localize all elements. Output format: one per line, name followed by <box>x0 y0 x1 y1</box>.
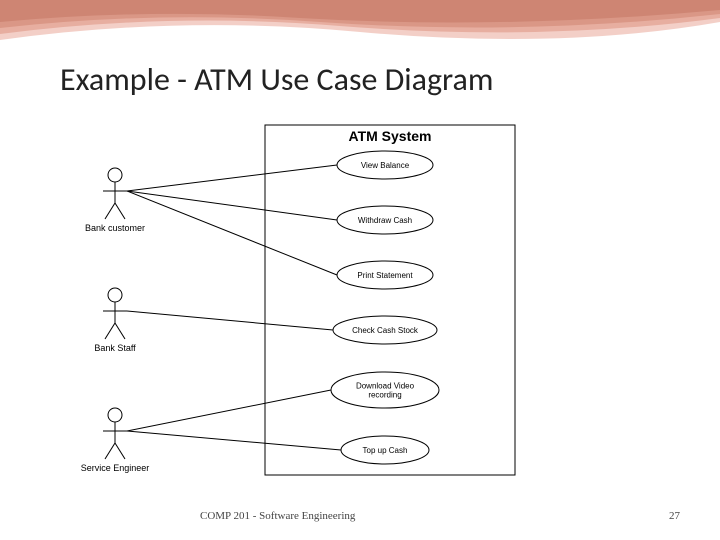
svg-text:ATM System: ATM System <box>349 128 432 144</box>
svg-text:View Balance: View Balance <box>361 161 410 170</box>
assoc-customer-print <box>127 191 337 275</box>
use-case-diagram: ATM System Bank customer Bank Staff Service… <box>80 115 540 485</box>
actor-customer: Bank customer <box>85 168 145 233</box>
usecase-check: Check Cash Stock <box>333 316 437 344</box>
assoc-customer-withdraw <box>127 191 337 220</box>
svg-text:Print Statement: Print Statement <box>357 271 413 280</box>
usecase-download: Download Videorecording <box>331 372 439 408</box>
footer-course: COMP 201 - Software Engineering <box>200 510 355 522</box>
usecase-print: Print Statement <box>337 261 433 289</box>
svg-text:Bank Staff: Bank Staff <box>94 343 136 353</box>
svg-text:Top up Cash: Top up Cash <box>363 446 408 455</box>
svg-text:Bank customer: Bank customer <box>85 223 145 233</box>
assoc-engineer-download <box>127 390 331 431</box>
assoc-engineer-topup <box>127 431 341 450</box>
svg-text:recording: recording <box>368 391 401 400</box>
svg-text:Download Video: Download Video <box>356 382 415 391</box>
header-wave <box>0 0 720 65</box>
actor-engineer: Service Engineer <box>81 408 150 473</box>
actor-staff: Bank Staff <box>94 288 136 353</box>
usecase-view: View Balance <box>337 151 433 179</box>
assoc-staff-check <box>127 311 333 330</box>
assoc-customer-view <box>127 165 337 191</box>
svg-text:Check Cash Stock: Check Cash Stock <box>352 326 419 335</box>
svg-text:Withdraw Cash: Withdraw Cash <box>358 216 412 225</box>
usecase-topup: Top up Cash <box>341 436 429 464</box>
slide-title: Example - ATM Use Case Diagram <box>60 60 493 99</box>
page-number: 27 <box>669 510 680 522</box>
svg-text:Service Engineer: Service Engineer <box>81 463 150 473</box>
usecase-withdraw: Withdraw Cash <box>337 206 433 234</box>
